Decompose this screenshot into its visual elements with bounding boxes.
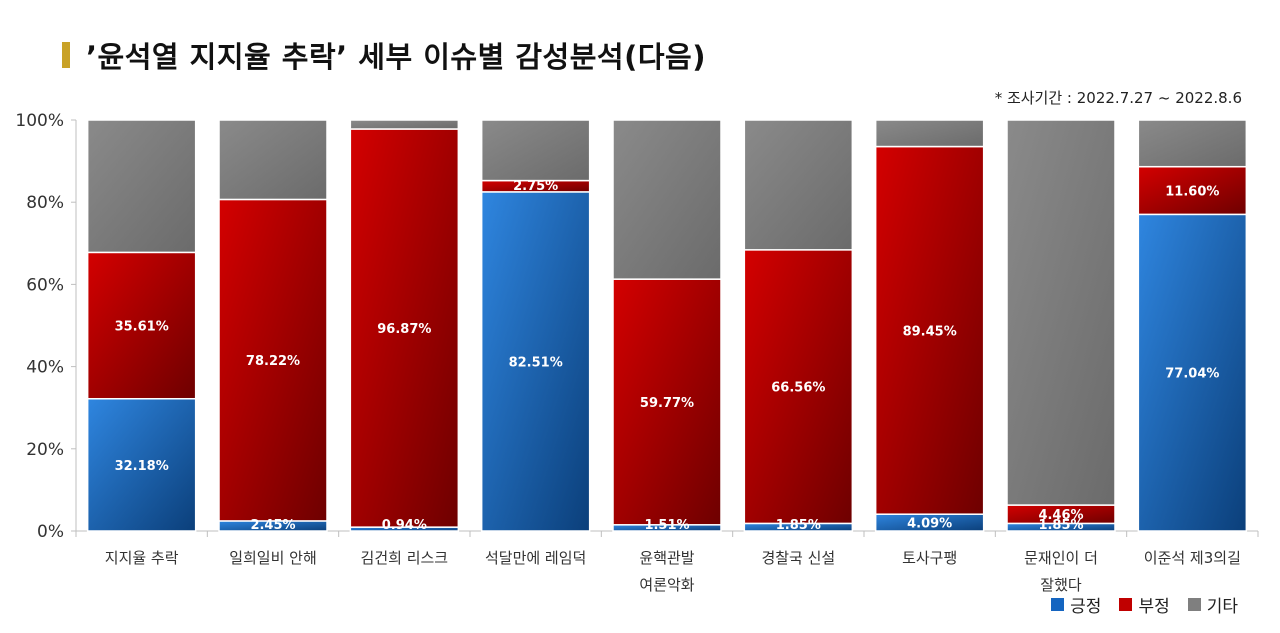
legend-label-negative: 부정 [1138, 597, 1170, 617]
y-tick-label: 80% [26, 193, 64, 213]
bar-segment-other [349, 119, 460, 130]
legend-label-positive: 긍정 [1070, 597, 1102, 617]
y-tick-label: 60% [26, 275, 64, 295]
bar-segment-other [1006, 119, 1116, 506]
chart-title: ’윤석열 지지율 추락’ 세부 이슈별 감성분석(다음) [86, 40, 706, 74]
x-category-label: 윤핵관발 [639, 549, 694, 567]
bar-segment-other [874, 119, 985, 148]
legend-item-positive: 긍정 [1051, 592, 1101, 617]
data-label-positive: 1.51% [644, 518, 689, 533]
x-category-label: 토사구팽 [902, 549, 957, 567]
data-label-negative: 2.75% [513, 179, 558, 194]
bar-segment-negative [612, 278, 722, 526]
bar-segment-other [480, 119, 591, 182]
x-category-label: 이준석 제3의길 [1144, 549, 1241, 567]
legend-item-other: 기타 [1187, 592, 1238, 617]
bar-segment-positive [480, 191, 591, 532]
x-category-label: 문재인이 더 [1024, 549, 1098, 567]
data-label-negative: 4.46% [1038, 508, 1083, 523]
bar-segment-positive [1137, 213, 1248, 532]
y-tick-label: 100% [15, 111, 64, 131]
x-category-label: 잘했다 [1040, 576, 1082, 594]
y-tick-label: 0% [37, 522, 64, 542]
bar-segment-other [743, 119, 854, 251]
data-label-positive: 77.04% [1165, 367, 1219, 382]
x-category-label: 석달만에 레임덕 [485, 549, 586, 567]
data-label-negative: 89.45% [903, 324, 957, 339]
data-label-positive: 4.09% [907, 517, 952, 532]
data-label-positive: 2.45% [250, 518, 295, 533]
bar-segment-negative [349, 128, 460, 528]
data-label-negative: 66.56% [771, 381, 825, 396]
data-label-positive: 1.85% [1038, 518, 1083, 533]
data-label-negative: 78.22% [246, 354, 300, 369]
bar-segment-negative [86, 251, 197, 400]
data-label-positive: 32.18% [115, 459, 169, 474]
legend-swatch-other [1187, 598, 1201, 611]
data-label-negative: 11.60% [1165, 185, 1219, 200]
data-label-negative: 35.61% [115, 320, 169, 335]
data-label-negative: 59.77% [640, 396, 694, 411]
data-label-negative: 96.87% [377, 322, 431, 337]
data-label-positive: 0.94% [382, 518, 427, 533]
x-category-label: 지지율 추락 [105, 549, 179, 567]
bar-segment-other [612, 119, 722, 280]
y-tick-label: 40% [26, 358, 64, 378]
legend-swatch-positive [1051, 598, 1065, 611]
bar-segment-negative [1137, 165, 1248, 216]
legend: 긍정 부정 기타 [1051, 592, 1238, 617]
survey-period: * 조사기간 : 2022.7.27 ~ 2022.8.6 [994, 89, 1242, 107]
data-label-positive: 1.85% [776, 518, 821, 533]
bar-segment-positive [86, 397, 197, 532]
data-label-positive: 82.51% [509, 355, 563, 370]
legend-swatch-negative [1119, 598, 1133, 611]
x-category-label: 김건희 리스크 [361, 549, 449, 567]
x-category-label: 경찰국 신설 [761, 549, 835, 567]
legend-label-other: 기타 [1206, 597, 1238, 617]
bar-segment-negative [743, 249, 854, 525]
x-category-label: 일희일비 안해 [229, 549, 317, 567]
bar-segment-other [86, 119, 197, 254]
legend-item-negative: 부정 [1119, 592, 1170, 617]
bar-segment-other [218, 119, 328, 201]
bar-segment-other [1137, 119, 1248, 168]
bar-segment-negative [218, 198, 328, 522]
title-accent-bar [62, 42, 70, 68]
bar-segment-negative [874, 145, 985, 515]
y-tick-label: 20% [26, 440, 64, 460]
x-category-label: 여론악화 [639, 576, 694, 594]
